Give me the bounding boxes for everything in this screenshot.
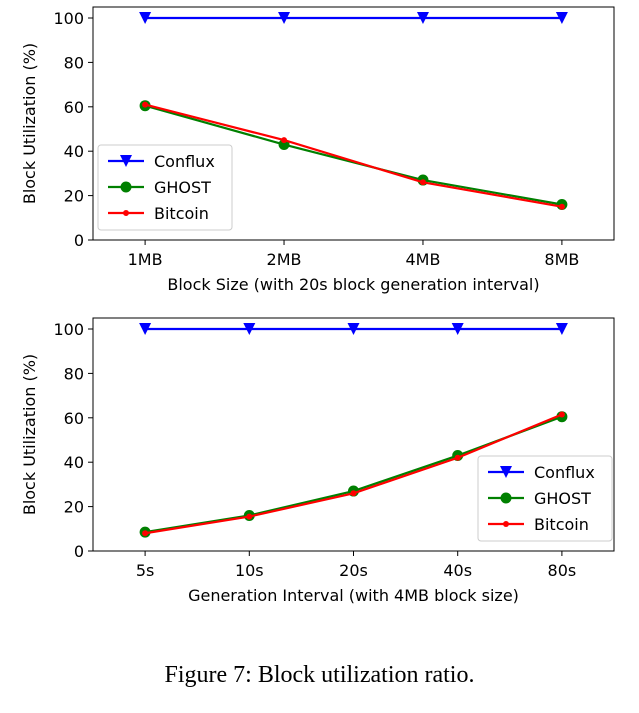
y-tick-label: 40 xyxy=(64,142,84,161)
data-point xyxy=(559,411,565,417)
legend-marker xyxy=(503,521,509,527)
legend-label: Conflux xyxy=(154,152,215,171)
x-tick-label: 2MB xyxy=(267,250,302,269)
figure-caption: Figure 7: Block utilization ratio. xyxy=(0,662,639,689)
chart-2: 0 20 40 60 80 100 5s 10s 20s 40s 80s Generation Int… xyxy=(20,318,614,605)
data-point xyxy=(142,102,148,108)
x-tick-label: 5s xyxy=(136,561,155,580)
x-tick-label: 1MB xyxy=(128,250,163,269)
legend: Conflux GHOST Bitcoin xyxy=(98,145,232,230)
legend-label: Bitcoin xyxy=(154,204,209,223)
charts-canvas: 0 20 40 60 80 100 1MB 2MB 4MB 8MB Block Size (with… xyxy=(0,0,639,650)
y-tick-label: 80 xyxy=(64,364,84,383)
y-tick-label: 0 xyxy=(74,542,84,561)
x-axis-label: Block Size (with 20s block generation in… xyxy=(167,275,539,294)
y-tick-label: 60 xyxy=(64,98,84,117)
x-tick-label: 80s xyxy=(548,561,577,580)
x-tick-label: 10s xyxy=(235,561,264,580)
y-tick-label: 20 xyxy=(64,498,84,517)
data-point xyxy=(559,204,565,210)
x-tick-label: 20s xyxy=(339,561,368,580)
x-tick-label: 4MB xyxy=(405,250,440,269)
y-tick-label: 100 xyxy=(53,320,84,339)
data-point xyxy=(281,137,287,143)
legend-label: GHOST xyxy=(154,178,211,197)
x-tick-label: 40s xyxy=(443,561,472,580)
y-tick-label: 80 xyxy=(64,53,84,72)
legend-marker xyxy=(123,210,129,216)
legend: Conflux GHOST Bitcoin xyxy=(478,456,612,541)
legend-marker xyxy=(501,493,512,504)
data-point xyxy=(351,490,357,496)
x-tick-label: 8MB xyxy=(544,250,579,269)
legend-label: Conflux xyxy=(534,463,595,482)
data-point xyxy=(455,455,461,461)
data-point xyxy=(246,514,252,520)
x-axis-label: Generation Interval (with 4MB block size… xyxy=(188,586,519,605)
legend-label: Bitcoin xyxy=(534,515,589,534)
y-axis-label: Block Utilization (%) xyxy=(20,354,39,515)
y-tick-label: 20 xyxy=(64,187,84,206)
data-point xyxy=(420,179,426,185)
y-tick-label: 100 xyxy=(53,9,84,28)
y-tick-label: 40 xyxy=(64,453,84,472)
series-conflux xyxy=(139,12,568,24)
series-conflux xyxy=(139,323,568,335)
chart-1: 0 20 40 60 80 100 1MB 2MB 4MB 8MB Block Size (with… xyxy=(20,7,614,294)
legend-label: GHOST xyxy=(534,489,591,508)
data-point xyxy=(142,530,148,536)
y-tick-label: 60 xyxy=(64,409,84,428)
legend-marker xyxy=(121,182,132,193)
y-tick-label: 0 xyxy=(74,231,84,250)
y-axis-label: Block Utilization (%) xyxy=(20,43,39,204)
